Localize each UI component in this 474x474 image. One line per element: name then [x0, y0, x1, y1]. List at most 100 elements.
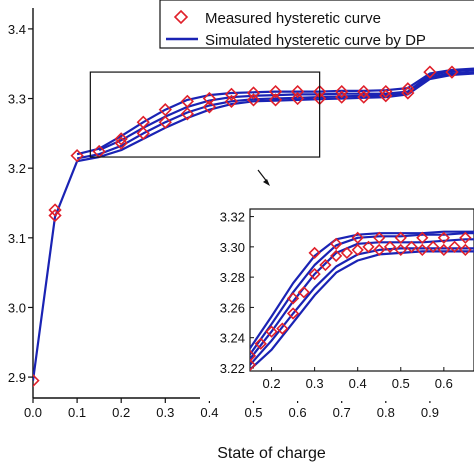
inset-measured-point: [394, 243, 407, 257]
x-tick-label: 0.4: [200, 405, 218, 420]
measured-point: [335, 84, 349, 99]
main-series-group: [33, 65, 474, 388]
measured-point: [246, 86, 261, 100]
measured-point: [423, 65, 437, 79]
inset-measured-point: [437, 243, 450, 257]
inset-measured-point: [373, 231, 386, 244]
legend-measured-marker: [173, 9, 189, 25]
measured-point: [70, 149, 84, 163]
inset-measured-point: [308, 267, 321, 281]
inset-measured-point: [297, 286, 310, 299]
x-tick-label: 0.3: [156, 405, 174, 420]
inset-measured-point: [437, 231, 450, 244]
measured-point: [48, 208, 62, 223]
inset-measured-point: [265, 325, 278, 338]
measured-point: [246, 93, 261, 107]
measured-point: [357, 84, 371, 99]
measured-point: [224, 87, 239, 101]
x-tick-label: 0.6: [289, 405, 307, 420]
inset-x-tick-label: 0.3: [306, 376, 324, 391]
legend-label-simulated: Simulated hysteretic curve by DP: [205, 32, 426, 49]
inset-measured-point: [351, 243, 364, 257]
inset-measured-point: [448, 240, 461, 253]
inset-background: [200, 197, 474, 401]
inset-series-group: [250, 230, 474, 371]
inset-y-tick-label: 3.32: [220, 210, 245, 225]
measured-point: [180, 94, 194, 108]
y-tick-label: 3.4: [8, 22, 26, 37]
inset-measured-point: [405, 240, 418, 253]
inset-measured-point: [286, 292, 300, 305]
legend: Measured hysteretic curve Simulated hyste…: [159, 0, 474, 49]
measured-point: [114, 132, 128, 146]
inset-y-tick-label: 3.30: [220, 240, 245, 255]
measured-point: [290, 84, 305, 99]
measured-point: [136, 126, 150, 140]
measured-point: [445, 65, 459, 79]
inset-measured-point: [340, 246, 354, 260]
measured-point: [158, 115, 172, 129]
x-tick-label: 0.2: [112, 405, 130, 420]
measured-point: [224, 94, 239, 108]
y-tick-label: 2.9: [8, 370, 26, 385]
measured-point: [268, 93, 283, 107]
y-tick-label: 3.3: [8, 92, 26, 107]
inset-measured-point: [308, 246, 321, 260]
inset-measured-point: [319, 258, 332, 272]
measured-point: [268, 84, 283, 99]
y-tick-label: 3.1: [8, 231, 26, 246]
inset-y-tick-label: 3.26: [220, 300, 245, 315]
measured-point: [290, 91, 305, 106]
x-tick-label: 0.7: [333, 405, 351, 420]
inset-measured-point: [276, 322, 289, 335]
x-tick-label: 0.8: [377, 405, 395, 420]
measured-point: [401, 82, 415, 96]
inset-measured-point: [394, 231, 407, 244]
simulated-curve-branch-1: [33, 72, 474, 381]
inset-measured-point: [330, 237, 343, 250]
legend-box: [159, 0, 474, 49]
inset-x-tick-label: 0.6: [435, 376, 453, 391]
y-tick-label: 3.0: [8, 300, 26, 315]
inset-measured-point: [459, 243, 472, 257]
measured-point: [335, 90, 349, 104]
zoom-arrow-head: [263, 179, 270, 186]
x-tick-label: 0.0: [24, 405, 42, 420]
measured-point: [158, 103, 172, 117]
inset-frame: [249, 208, 474, 372]
y-tick-label: 3.2: [8, 161, 26, 176]
inset-x-tick-label: 0.4: [349, 376, 367, 391]
measured-point: [379, 84, 393, 99]
inset-measured-point: [286, 307, 300, 320]
simulated-curve-branch-3: [98, 68, 474, 152]
measured-point: [33, 373, 40, 388]
measured-point: [202, 91, 217, 106]
inset-simulated-curve-branch-5: [250, 230, 474, 349]
simulated-curve-branch-2: [76, 71, 474, 160]
measured-point: [136, 115, 150, 129]
inset-x-tick-label: 0.5: [392, 376, 410, 391]
inset-measured-point: [362, 240, 375, 253]
x-tick-label: 0.5: [244, 405, 262, 420]
inset-x-tick-label: 0.2: [262, 376, 280, 391]
x-tick-label: 0.9: [421, 405, 439, 420]
inset-measured-point: [416, 243, 429, 257]
inset-measured-point: [250, 358, 257, 371]
inset-measured-point: [254, 337, 267, 350]
inset-measured-point: [416, 231, 429, 244]
inset-measured-point: [351, 231, 364, 244]
inset-measured-point: [330, 249, 343, 263]
measured-point: [48, 203, 62, 217]
inset-measured-point: [426, 240, 440, 253]
inset-y-tick-label: 3.24: [220, 331, 245, 346]
measured-point: [180, 107, 194, 121]
inset-measured-point: [373, 243, 386, 257]
inset-measured-point: [383, 240, 397, 253]
inset-y-tick-label: 3.28: [220, 270, 245, 285]
inset-simulated-curve-branch-3: [250, 238, 474, 360]
inset-measured-point: [459, 231, 472, 244]
legend-label-measured: Measured hysteretic curve: [205, 10, 381, 27]
inset-y-tick-label: 3.22: [220, 361, 245, 376]
x-axis-title: State of charge: [217, 445, 326, 462]
